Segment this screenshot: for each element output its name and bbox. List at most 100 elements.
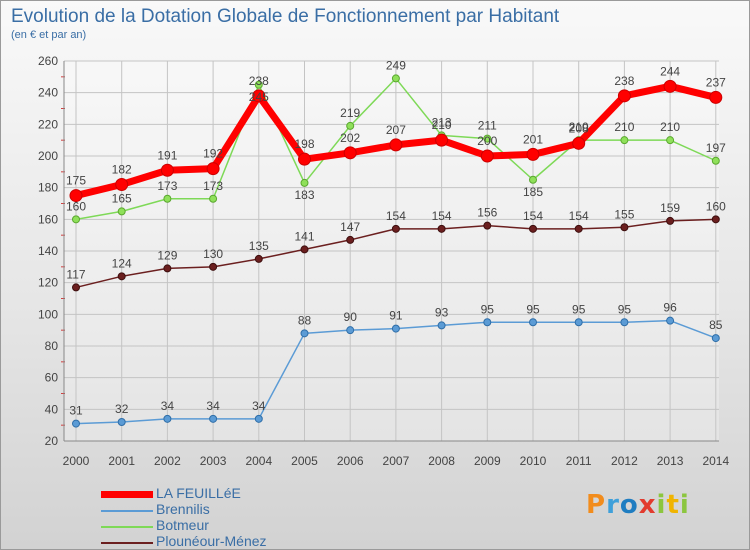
- legend-label: Plounéour-Ménez: [156, 533, 267, 549]
- data-point: [435, 133, 449, 147]
- data-label: 147: [340, 220, 360, 234]
- data-point: [711, 334, 720, 343]
- legend-label: Brennilis: [156, 501, 210, 517]
- data-label: 88: [298, 313, 312, 327]
- data-label: 160: [66, 199, 86, 213]
- data-label: 219: [340, 106, 360, 120]
- data-point: [620, 136, 629, 145]
- data-label: 237: [706, 75, 726, 89]
- data-label: 96: [663, 301, 677, 315]
- x-tick-label: 2004: [245, 454, 272, 468]
- logo-letter: i: [656, 490, 667, 520]
- data-label: 34: [161, 399, 175, 413]
- data-label: 208: [569, 121, 589, 135]
- legend-swatch: [101, 491, 153, 498]
- data-label: 95: [572, 302, 586, 316]
- legend-item: Botmeur: [101, 517, 361, 534]
- x-tick-label: 2012: [611, 454, 638, 468]
- x-tick-label: 2007: [383, 454, 410, 468]
- y-tick-label: 180: [38, 181, 58, 195]
- data-point: [163, 414, 172, 423]
- data-point: [209, 414, 218, 423]
- axes: 20 40 60 80 100 120 140 160 180 200 220 240 260 2000 2…: [38, 54, 730, 468]
- data-label: 95: [618, 302, 632, 316]
- data-label: 249: [386, 58, 406, 72]
- data-label: 90: [344, 310, 358, 324]
- data-label: 173: [157, 179, 177, 193]
- y-tick-label: 160: [38, 212, 58, 226]
- data-point: [483, 221, 492, 230]
- data-label: 165: [112, 191, 132, 205]
- data-point: [254, 254, 263, 263]
- data-point: [346, 121, 355, 130]
- data-label: 31: [69, 404, 83, 418]
- data-point: [617, 89, 631, 103]
- data-point: [711, 156, 720, 165]
- data-point: [483, 318, 492, 327]
- proxiti-logo: Proxiti: [586, 490, 690, 520]
- data-point: [209, 262, 218, 271]
- data-label: 183: [294, 188, 314, 202]
- data-label: 85: [709, 318, 723, 332]
- data-point: [529, 175, 537, 184]
- data-label: 201: [523, 132, 543, 146]
- logo-letter: x: [638, 490, 657, 520]
- data-point: [391, 224, 400, 233]
- x-tick-label: 2008: [428, 454, 455, 468]
- y-tick-label: 120: [38, 276, 58, 290]
- logo-letter: i: [679, 490, 690, 520]
- data-point: [574, 318, 583, 327]
- x-tick-label: 2002: [154, 454, 181, 468]
- data-label: 200: [477, 134, 497, 148]
- data-point: [437, 321, 446, 330]
- data-label: 117: [66, 267, 85, 281]
- x-tick-label: 2003: [200, 454, 227, 468]
- data-label: 156: [477, 206, 497, 220]
- data-point: [529, 224, 537, 233]
- data-label: 202: [340, 131, 360, 145]
- data-label: 213: [432, 115, 452, 129]
- legend-label: Botmeur: [156, 517, 209, 533]
- data-point: [480, 149, 494, 163]
- x-tick-label: 2010: [520, 454, 547, 468]
- data-point: [72, 419, 80, 428]
- data-label: 185: [523, 185, 543, 199]
- data-point: [117, 272, 126, 281]
- y-tick-label: 80: [45, 339, 59, 353]
- data-point: [346, 235, 355, 244]
- y-tick-label: 220: [38, 117, 58, 131]
- data-point: [391, 74, 400, 83]
- data-point: [254, 80, 263, 89]
- data-label: 211: [478, 119, 497, 133]
- data-label: 207: [386, 123, 406, 137]
- data-label: 244: [660, 64, 680, 78]
- legend-swatch: [101, 542, 153, 544]
- x-tick-label: 2011: [566, 454, 592, 468]
- data-label: 154: [386, 209, 406, 223]
- data-point: [252, 89, 266, 103]
- data-label: 210: [660, 120, 680, 134]
- data-label: 175: [66, 174, 86, 188]
- data-label: 154: [432, 209, 452, 223]
- data-point: [666, 316, 675, 325]
- y-tick-label: 100: [38, 307, 58, 321]
- data-label: 238: [614, 74, 634, 88]
- data-label: 124: [112, 256, 132, 270]
- logo-letter: r: [606, 490, 620, 520]
- legend-label: LA FEUILLéE: [156, 485, 241, 501]
- data-label: 141: [294, 229, 314, 243]
- data-point: [346, 326, 355, 335]
- data-label: 238: [249, 74, 269, 88]
- data-point: [666, 136, 675, 145]
- data-point: [300, 245, 309, 254]
- y-tick-label: 240: [38, 86, 58, 100]
- data-label: 130: [203, 247, 223, 261]
- y-tick-label: 200: [38, 149, 58, 163]
- data-label: 173: [203, 179, 223, 193]
- legend-swatch: [101, 526, 153, 528]
- data-point: [206, 162, 220, 176]
- data-label: 210: [432, 118, 452, 132]
- data-point: [709, 90, 723, 104]
